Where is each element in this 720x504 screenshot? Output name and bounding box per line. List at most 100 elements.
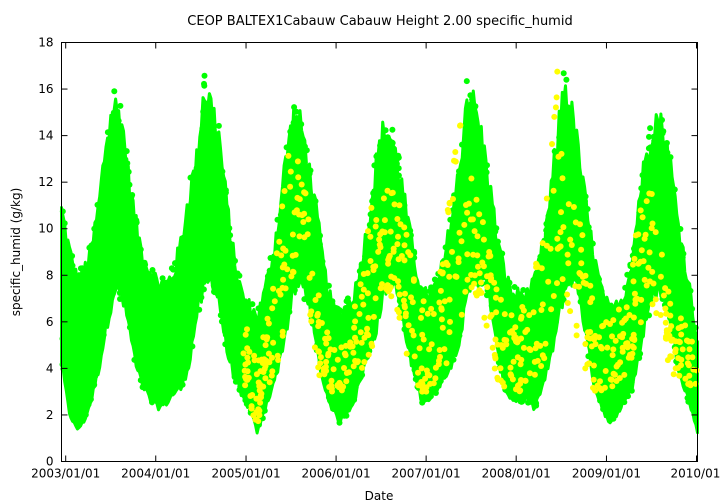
data-point	[327, 346, 334, 353]
data-point	[388, 293, 395, 300]
data-point	[100, 331, 107, 338]
data-point	[623, 299, 629, 306]
data-point	[243, 400, 250, 407]
data-point	[92, 373, 99, 380]
data-point	[587, 299, 594, 306]
data-point	[266, 267, 273, 274]
data-point	[492, 354, 499, 361]
data-point	[646, 278, 653, 285]
data-point	[684, 395, 691, 401]
data-point	[442, 244, 449, 251]
data-point	[407, 227, 414, 234]
data-point	[293, 144, 300, 151]
data-point	[431, 299, 438, 306]
data-point	[368, 204, 375, 211]
data-point	[592, 268, 599, 275]
data-point	[582, 341, 589, 347]
data-point	[598, 345, 605, 352]
data-point	[368, 305, 375, 312]
data-point	[314, 312, 321, 319]
data-point	[352, 318, 359, 325]
data-point	[621, 317, 628, 324]
data-point	[476, 287, 483, 294]
data-point	[259, 314, 266, 321]
data-point	[269, 368, 276, 375]
data-point	[685, 362, 692, 369]
data-point	[405, 322, 412, 329]
data-point	[312, 297, 319, 303]
data-point	[276, 344, 283, 351]
data-point	[274, 352, 281, 359]
data-point	[564, 291, 571, 298]
data-point	[649, 301, 656, 308]
data-point	[424, 310, 431, 317]
data-point	[501, 311, 508, 318]
data-point	[323, 340, 330, 347]
data-point	[643, 198, 650, 205]
data-point	[357, 281, 364, 288]
data-point	[180, 372, 187, 379]
data-point	[467, 92, 474, 99]
data-point	[537, 342, 544, 349]
data-point	[60, 230, 67, 237]
data-point	[336, 406, 342, 413]
data-point	[298, 181, 305, 188]
data-point	[269, 305, 276, 312]
data-point	[92, 356, 99, 363]
data-point	[439, 261, 446, 268]
data-point	[287, 128, 294, 135]
x-axis-label: Date	[365, 489, 394, 503]
data-point	[531, 358, 538, 365]
data-point	[590, 384, 596, 391]
data-point	[474, 233, 481, 240]
data-point	[658, 251, 665, 258]
data-point	[151, 390, 158, 397]
data-point	[69, 262, 76, 269]
data-point	[264, 334, 271, 341]
data-point	[519, 296, 526, 302]
data-point	[600, 295, 606, 302]
data-point	[550, 293, 557, 299]
data-point	[137, 247, 143, 254]
data-point	[551, 148, 558, 155]
data-point	[635, 231, 642, 238]
data-point	[280, 276, 287, 283]
data-point	[474, 252, 481, 259]
data-point	[503, 337, 510, 344]
data-point	[381, 217, 388, 224]
data-point	[390, 145, 397, 152]
data-point	[497, 365, 504, 372]
data-point	[224, 224, 231, 231]
data-point	[284, 296, 291, 303]
data-point	[195, 159, 202, 166]
data-point	[432, 364, 439, 371]
data-point	[409, 299, 416, 306]
data-point	[256, 412, 263, 419]
data-point	[294, 158, 301, 165]
data-point	[662, 305, 669, 312]
data-point	[420, 298, 427, 305]
data-point	[662, 319, 669, 326]
data-point	[176, 359, 183, 366]
data-point	[69, 253, 76, 259]
data-point	[652, 229, 659, 236]
data-point	[227, 232, 234, 239]
data-point	[110, 109, 117, 116]
data-point	[548, 306, 555, 313]
data-point	[279, 203, 286, 210]
data-point	[139, 355, 146, 362]
data-point	[439, 324, 446, 331]
data-point	[558, 150, 565, 157]
data-point	[686, 346, 693, 353]
data-point	[296, 196, 303, 203]
data-point	[351, 303, 358, 310]
data-point	[143, 286, 150, 293]
data-point	[616, 375, 623, 382]
data-point	[524, 390, 530, 397]
data-point	[576, 283, 582, 290]
data-point	[609, 333, 615, 340]
data-point	[638, 247, 645, 254]
data-point	[193, 165, 200, 172]
data-point	[463, 78, 470, 85]
data-point	[242, 382, 249, 389]
